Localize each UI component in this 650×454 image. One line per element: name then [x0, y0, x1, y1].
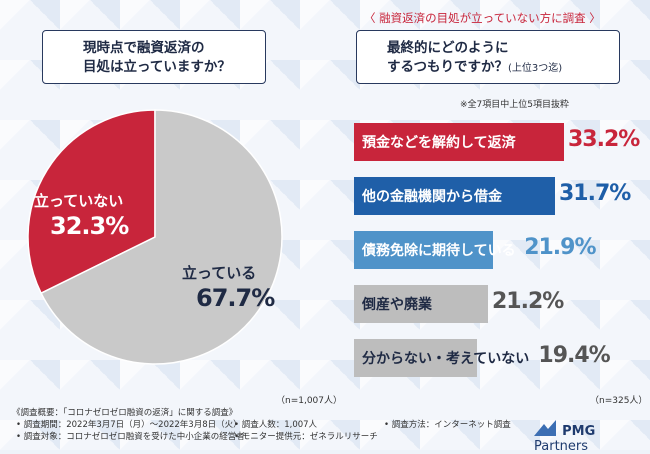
pmg-logo-icon	[534, 420, 556, 436]
left-question-line1: 現時点で融資返済の	[83, 40, 205, 56]
footer-provider: • モニター提供元：ゼネラルリサーチ	[234, 432, 378, 442]
bar-value-3: 21.9%	[524, 235, 596, 260]
pie-value-not-standing: 32.3%	[50, 212, 129, 240]
bar-value-1: 33.2%	[568, 127, 640, 152]
bar-2	[354, 177, 555, 215]
right-question-line1: 最終的にどのように	[387, 40, 509, 56]
bar-1	[354, 123, 564, 161]
right-question-line2: するつもりですか？	[387, 59, 508, 75]
bar-label-2: 他の金融機関から借金	[362, 189, 502, 205]
footer-target: • 調査対象：コロナゼロゼロ融資を受けた中小企業の経営者	[16, 432, 245, 442]
logo-partners: Partners	[534, 439, 589, 454]
bar-4	[354, 285, 488, 323]
right-sample-size: （n=325人）	[590, 396, 648, 406]
right-question-box: 最終的にどのように するつもりですか？(上位3つ迄)	[356, 30, 620, 84]
pie-label-standing: 立っている	[182, 264, 257, 282]
logo-pmg: PMG	[562, 424, 596, 439]
bar-label-4: 倒産や廃業	[362, 297, 432, 313]
bar-3	[354, 231, 493, 269]
pmg-logo: PMG Partners	[534, 420, 650, 454]
footer-title: 《調査概要：「コロナゼロゼロ融資の返済」に関する調査》	[12, 408, 238, 418]
pie-slice-not-standing	[27, 109, 156, 295]
pie-label-not-standing: 立っていない	[34, 192, 124, 210]
right-question-suffix: (上位3つ迄)	[507, 63, 563, 74]
left-sample-size: （n=1,007人）	[276, 396, 343, 406]
bar-label-1: 預金などを解約して返済	[362, 135, 516, 151]
pie-slice-standing	[40, 109, 283, 365]
footer-count: • 調査人数：1,007人	[234, 420, 318, 430]
bar-label-5: 分からない・考えていない	[362, 351, 530, 367]
left-question-box: 現時点で融資返済の 目処は立っていますか？	[42, 30, 266, 84]
selection-note: ※全7項目中上位5項目抜粋	[460, 100, 569, 110]
left-question-line2: 目処は立っていますか？	[83, 59, 231, 75]
footer-method: • 調査方法：インターネット調査	[384, 420, 511, 430]
right-survey-header: 〈 融資返済の目処が立っていない方に調査 〉	[364, 11, 601, 25]
bar-value-2: 31.7%	[559, 181, 631, 206]
pie-value-standing: 67.7%	[196, 284, 275, 312]
bar-value-5: 19.4%	[538, 343, 610, 368]
bar-value-4: 21.2%	[492, 289, 564, 314]
footer-period: • 調査期間：2022年3月7日（月）〜2022年3月8日（火）	[16, 420, 242, 430]
bar-5	[354, 339, 477, 377]
bar-label-3: 債務免除に期待している	[362, 243, 516, 259]
